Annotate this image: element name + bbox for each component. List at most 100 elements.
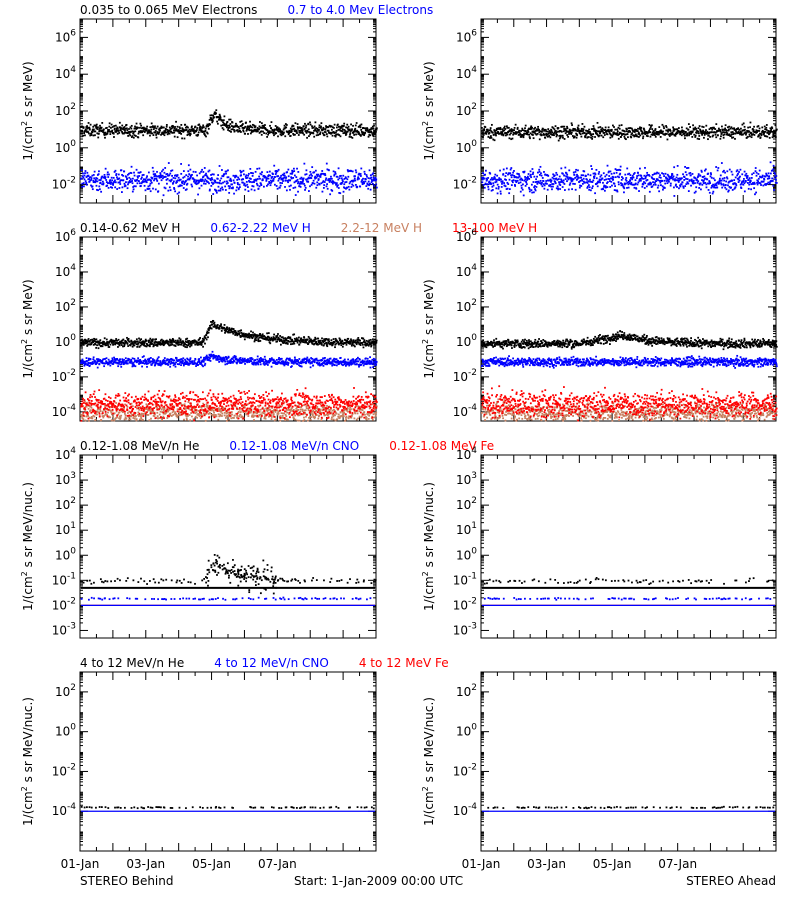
- data-point: [253, 333, 256, 336]
- data-point: [375, 178, 378, 181]
- data-point: [146, 131, 149, 134]
- data-point: [706, 178, 709, 181]
- data-point: [155, 177, 158, 180]
- data-point: [229, 328, 232, 331]
- data-point: [153, 341, 156, 344]
- data-point: [350, 136, 353, 138]
- data-point: [724, 171, 726, 174]
- data-point: [635, 187, 638, 190]
- data-point: [154, 125, 156, 128]
- data-point: [543, 184, 546, 187]
- data-point: [722, 134, 725, 137]
- y-tick-label: 102: [55, 102, 76, 118]
- data-point: [313, 339, 316, 342]
- data-point: [542, 133, 545, 136]
- data-point: [501, 132, 504, 135]
- data-point: [123, 128, 126, 131]
- data-point: [178, 191, 181, 194]
- data-point: [346, 130, 349, 133]
- data-point: [101, 183, 104, 186]
- data-point: [85, 126, 88, 128]
- data-point: [353, 179, 355, 182]
- data-point: [111, 340, 114, 343]
- data-point: [516, 131, 518, 134]
- data-point: [502, 168, 505, 171]
- data-point: [82, 134, 85, 137]
- data-point: [576, 178, 579, 181]
- data-point: [216, 181, 219, 184]
- data-point: [136, 345, 139, 348]
- data-point: [516, 176, 519, 179]
- data-point: [106, 341, 109, 343]
- data-point: [703, 132, 706, 135]
- data-point: [257, 187, 260, 190]
- data-point: [554, 130, 557, 132]
- data-point: [625, 177, 628, 179]
- data-point: [763, 125, 766, 128]
- data-point: [713, 127, 715, 130]
- data-point: [135, 340, 138, 343]
- data-point: [719, 129, 722, 131]
- data-point: [293, 174, 296, 177]
- data-point: [114, 186, 117, 189]
- data-point: [85, 340, 88, 343]
- data-point: [286, 179, 289, 182]
- data-point: [308, 337, 311, 340]
- data-point: [716, 129, 719, 132]
- data-point: [690, 178, 693, 181]
- data-point: [650, 124, 653, 127]
- data-point: [684, 165, 686, 168]
- data-point: [194, 182, 197, 185]
- y-tick-label: 100: [55, 333, 76, 349]
- data-point: [309, 133, 312, 136]
- data-point: [672, 178, 674, 181]
- data-point: [212, 173, 215, 176]
- data-point: [343, 187, 346, 189]
- data-point: [558, 181, 560, 184]
- data-point: [104, 343, 107, 345]
- data-point: [206, 123, 209, 126]
- data-point: [684, 131, 687, 133]
- data-point: [302, 341, 305, 344]
- data-point: [168, 174, 171, 177]
- data-point: [296, 341, 299, 344]
- data-point: [668, 180, 670, 183]
- data-point: [701, 179, 703, 182]
- data-point: [335, 133, 338, 136]
- data-point: [145, 176, 148, 179]
- data-point: [289, 188, 291, 191]
- data-point: [307, 335, 310, 338]
- data-point: [209, 178, 212, 180]
- data-point: [141, 343, 144, 346]
- data-point: [644, 182, 647, 185]
- data-point: [697, 132, 700, 135]
- data-point: [739, 168, 742, 171]
- data-point: [285, 176, 288, 179]
- data-point: [283, 176, 286, 179]
- data-point: [350, 170, 353, 172]
- data-point: [354, 124, 357, 127]
- data-point: [509, 129, 512, 132]
- data-point: [367, 130, 370, 132]
- data-point: [158, 343, 161, 346]
- data-point: [187, 178, 190, 180]
- data-point: [668, 129, 671, 132]
- data-point: [350, 123, 352, 126]
- data-point: [597, 134, 599, 137]
- data-point: [648, 182, 651, 185]
- data-point: [105, 181, 108, 183]
- data-point: [110, 181, 113, 184]
- data-point: [183, 137, 186, 140]
- data-point: [583, 181, 586, 184]
- data-point: [674, 184, 677, 187]
- data-point: [317, 134, 320, 136]
- data-point: [371, 182, 374, 185]
- data-point: [603, 131, 606, 134]
- data-point: [105, 127, 107, 130]
- data-point: [581, 182, 584, 185]
- data-point: [622, 177, 624, 180]
- data-point: [610, 180, 613, 183]
- data-point: [584, 136, 587, 139]
- data-point: [541, 127, 544, 130]
- data-point: [119, 126, 121, 129]
